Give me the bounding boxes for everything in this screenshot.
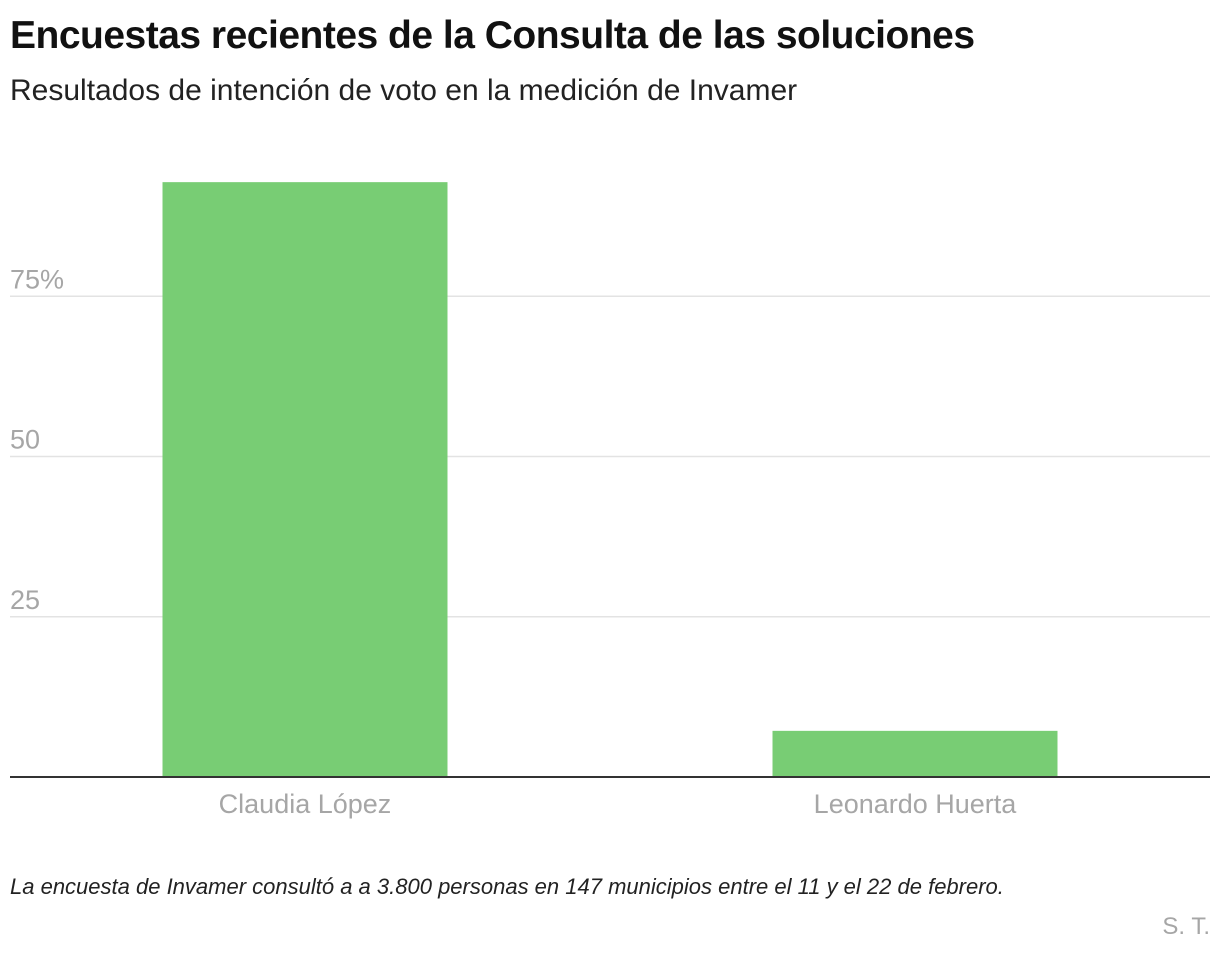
credit: S. T. xyxy=(1162,913,1210,940)
x-category-label: Leonardo Huerta xyxy=(814,789,1018,819)
y-tick-label: 50 xyxy=(10,425,40,455)
source-note: La encuesta de Invamer consultó a a 3.80… xyxy=(10,874,1004,899)
category-labels: Claudia López Leonardo Huerta xyxy=(219,789,1018,819)
y-tick-label: 25 xyxy=(10,585,40,615)
bars xyxy=(162,182,1058,778)
chart-title: Encuestas recientes de la Consulta de la… xyxy=(10,14,975,57)
x-category-label: Claudia López xyxy=(219,789,392,819)
bar xyxy=(772,730,1058,777)
y-tick-label: 75% xyxy=(10,264,64,294)
bar xyxy=(162,182,448,778)
bar-chart: 25 50 75% Claudia López Leonardo Huerta xyxy=(10,182,1210,819)
chart-subtitle: Resultados de intención de voto en la me… xyxy=(10,74,798,107)
